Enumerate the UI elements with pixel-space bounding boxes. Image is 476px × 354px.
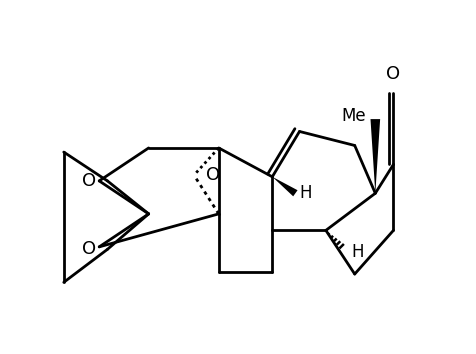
Text: O: O (205, 166, 219, 184)
Text: H: H (350, 243, 363, 261)
Text: O: O (386, 65, 400, 83)
Polygon shape (272, 177, 297, 196)
Text: O: O (81, 172, 96, 190)
Polygon shape (370, 119, 379, 193)
Text: H: H (299, 184, 311, 202)
Text: O: O (81, 240, 96, 258)
Text: Me: Me (340, 107, 365, 125)
